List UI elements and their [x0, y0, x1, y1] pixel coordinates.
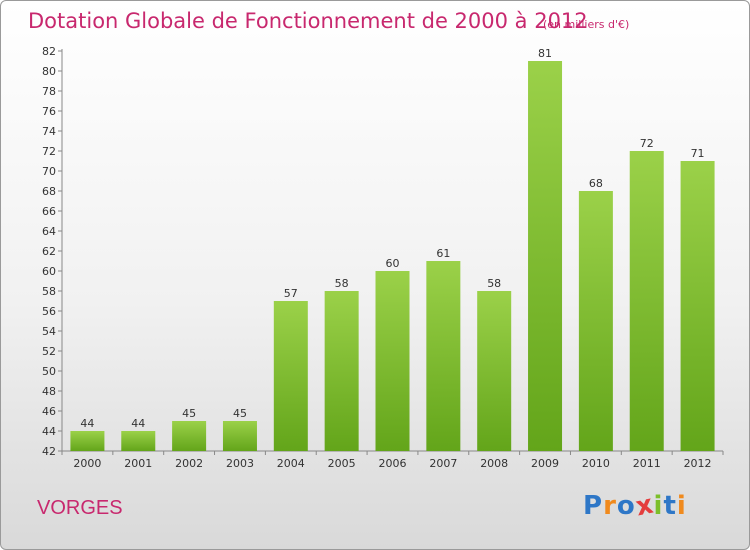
bar	[375, 271, 410, 451]
y-tick-label: 80	[42, 65, 56, 78]
y-tick-label: 72	[42, 145, 56, 158]
bar-value-label: 45	[182, 407, 196, 420]
bar	[172, 421, 207, 451]
bar	[121, 431, 156, 451]
bar-value-label: 58	[335, 277, 349, 290]
bar-value-label: 71	[691, 147, 705, 160]
bar	[629, 151, 664, 451]
bar-value-label: 61	[436, 247, 450, 260]
x-tick-label: 2007	[429, 457, 457, 470]
x-tick-label: 2002	[175, 457, 203, 470]
logo-letter: r	[603, 491, 617, 521]
commune-name: VORGES	[37, 497, 123, 519]
x-tick-label: 2011	[633, 457, 661, 470]
logo-letter: i	[676, 491, 687, 521]
x-tick-label: 2001	[124, 457, 152, 470]
bar	[477, 291, 512, 451]
y-tick-label: 56	[42, 305, 56, 318]
x-tick-label: 2008	[480, 457, 508, 470]
x-tick-label: 2012	[684, 457, 712, 470]
y-tick-label: 82	[42, 45, 56, 58]
bar	[578, 191, 613, 451]
logo-letter: t	[663, 491, 677, 521]
x-tick-label: 2010	[582, 457, 610, 470]
y-tick-label: 54	[42, 325, 56, 338]
logo-letter: o	[616, 491, 636, 521]
bar-value-label: 44	[80, 417, 94, 430]
bar	[273, 301, 308, 451]
y-tick-label: 50	[42, 365, 56, 378]
x-tick-label: 2005	[328, 457, 356, 470]
x-tick-label: 2004	[277, 457, 305, 470]
proxiti-logo: Proxiti	[583, 489, 687, 522]
bar	[70, 431, 105, 451]
logo-letter: i	[653, 491, 664, 521]
x-tick-label: 2003	[226, 457, 254, 470]
bar	[426, 261, 461, 451]
y-tick-label: 46	[42, 405, 56, 418]
x-tick-label: 2009	[531, 457, 559, 470]
bar	[324, 291, 359, 451]
y-tick-label: 48	[42, 385, 56, 398]
bar-value-label: 60	[386, 257, 400, 270]
bar-value-label: 57	[284, 287, 298, 300]
y-tick-label: 42	[42, 445, 56, 458]
y-tick-label: 62	[42, 245, 56, 258]
x-tick-label: 2006	[379, 457, 407, 470]
y-tick-label: 58	[42, 285, 56, 298]
y-tick-label: 68	[42, 185, 56, 198]
bar-value-label: 45	[233, 407, 247, 420]
y-tick-label: 76	[42, 105, 56, 118]
y-tick-label: 70	[42, 165, 56, 178]
bar	[528, 61, 563, 451]
y-tick-label: 74	[42, 125, 56, 138]
x-tick-label: 2000	[73, 457, 101, 470]
bar-value-label: 72	[640, 137, 654, 150]
bar-value-label: 81	[538, 47, 552, 60]
bar-value-label: 58	[487, 277, 501, 290]
y-tick-label: 64	[42, 225, 56, 238]
bar	[680, 161, 715, 451]
y-tick-label: 60	[42, 265, 56, 278]
y-tick-label: 66	[42, 205, 56, 218]
y-tick-label: 44	[42, 425, 56, 438]
bar-value-label: 68	[589, 177, 603, 190]
y-tick-label: 78	[42, 85, 56, 98]
bar	[222, 421, 257, 451]
chart-title: Dotation Globale de Fonctionnement de 20…	[28, 9, 588, 33]
bar-value-label: 44	[131, 417, 145, 430]
logo-letter: P	[583, 491, 604, 521]
chart-subtitle: (en milliers d'€)	[543, 18, 630, 31]
y-tick-label: 52	[42, 345, 56, 358]
